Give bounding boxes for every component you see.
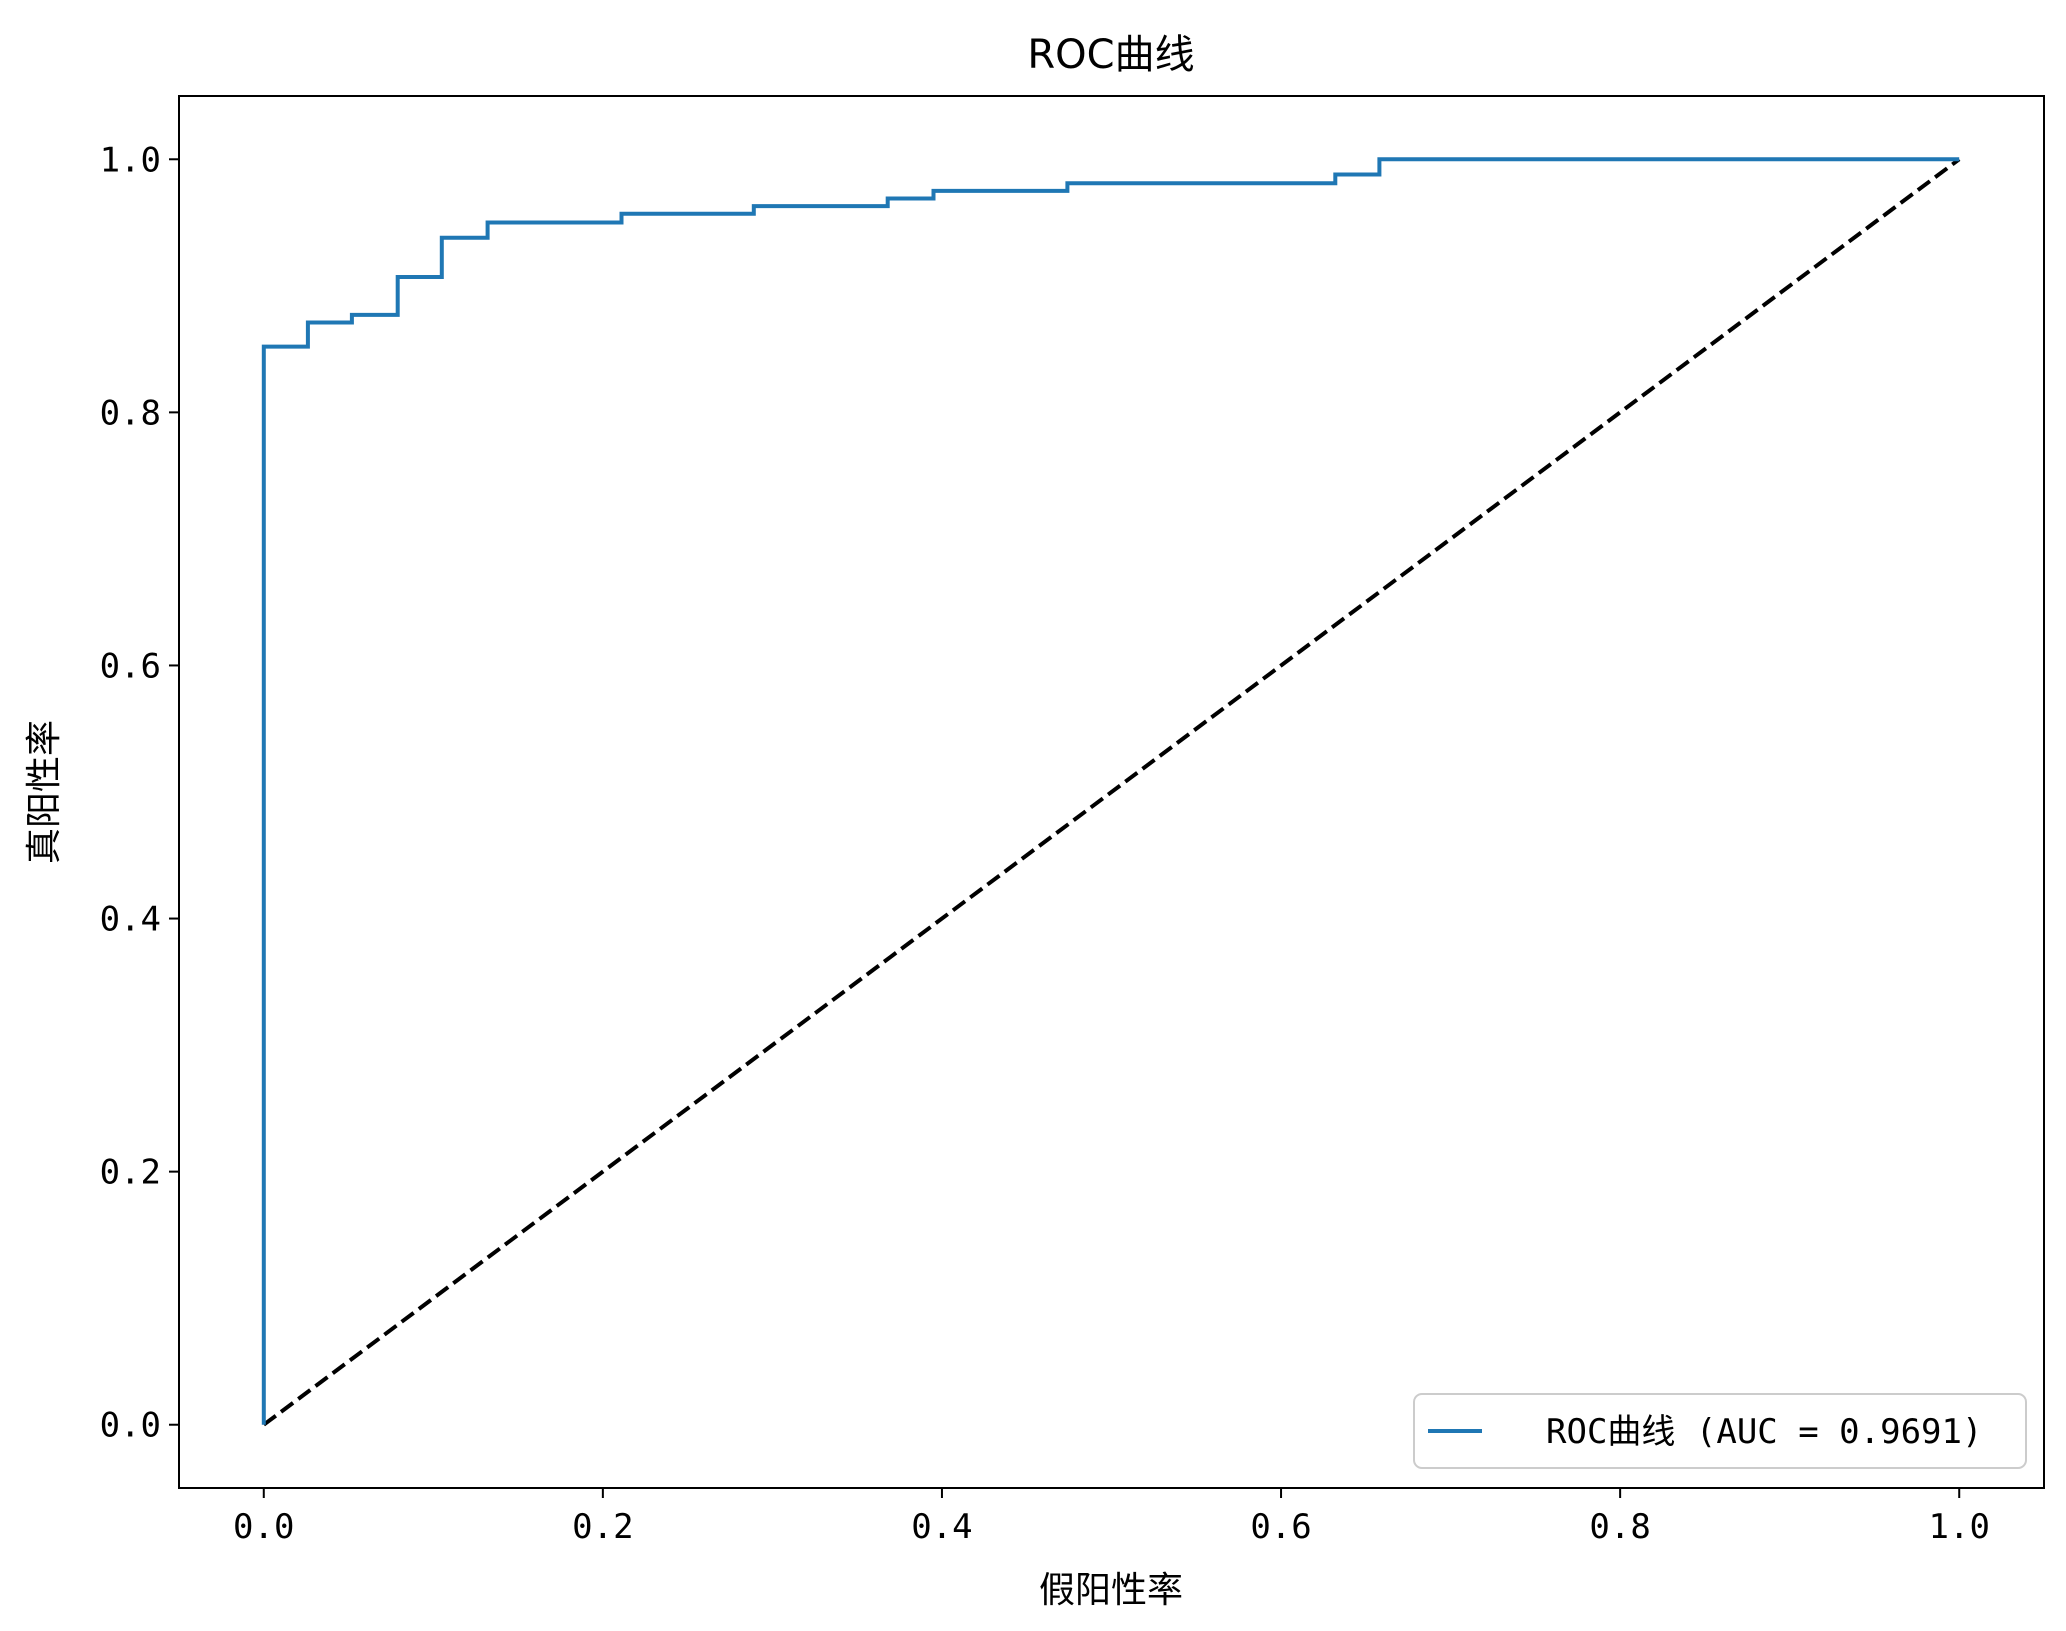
y-axis-title: 真阳性率 xyxy=(24,720,65,864)
legend: ROC曲线 (AUC = 0.9691) xyxy=(1413,1393,2027,1469)
chart-title: ROC曲线 xyxy=(1027,32,1194,78)
roc-curve-line xyxy=(261,157,1960,1425)
x-tick-label: 0.0 xyxy=(233,1507,294,1547)
y-tick-label: 0.6 xyxy=(100,646,161,686)
y-tick-label: 0.4 xyxy=(100,900,161,940)
diagonal-reference-line xyxy=(262,157,1961,1427)
y-tick-label: 0.0 xyxy=(100,1406,161,1446)
y-tick-label: 1.0 xyxy=(100,140,161,180)
legend-label-roc: ROC曲线 (AUC = 0.9691) xyxy=(1546,1412,1982,1452)
y-tick-label: 0.2 xyxy=(100,1153,161,1193)
x-tick-label: 0.4 xyxy=(911,1507,972,1547)
legend-box xyxy=(1413,1393,2027,1469)
x-tick-label: 0.8 xyxy=(1589,1507,1650,1547)
y-tick-label: 0.8 xyxy=(100,393,161,433)
x-tick-label: 0.2 xyxy=(572,1507,633,1547)
x-tick-label: 0.6 xyxy=(1250,1507,1311,1547)
x-axis-title: 假阳性率 xyxy=(1039,1570,1183,1611)
x-tick-label: 1.0 xyxy=(1929,1507,1990,1547)
plot-frame xyxy=(178,95,2045,1489)
